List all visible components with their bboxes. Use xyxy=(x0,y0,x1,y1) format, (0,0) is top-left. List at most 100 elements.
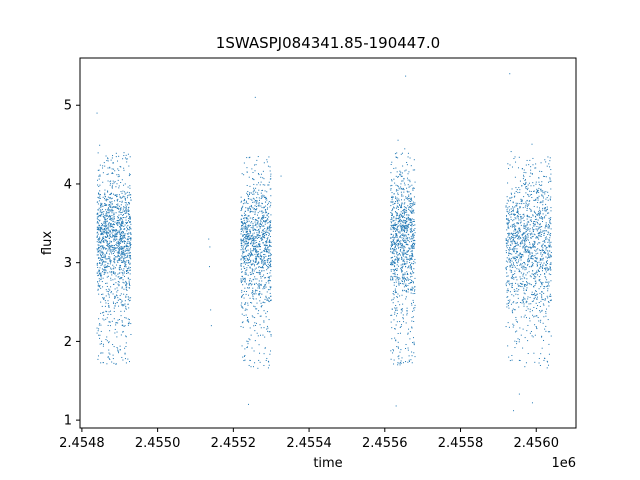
data-point xyxy=(113,223,115,225)
data-point xyxy=(397,257,399,259)
data-point xyxy=(537,190,539,192)
data-point xyxy=(100,230,102,232)
data-point xyxy=(516,262,518,264)
data-point xyxy=(268,319,270,321)
data-point xyxy=(110,202,112,204)
data-point xyxy=(527,220,529,222)
data-point xyxy=(394,313,396,315)
data-point xyxy=(402,303,404,305)
data-point xyxy=(105,221,107,223)
data-point xyxy=(97,233,99,235)
data-point xyxy=(106,276,108,278)
data-point xyxy=(410,165,412,167)
data-point xyxy=(244,263,246,265)
data-point xyxy=(405,322,407,324)
data-point xyxy=(520,200,522,202)
data-point xyxy=(102,241,104,243)
data-point xyxy=(509,246,511,248)
data-point xyxy=(401,251,403,253)
data-point xyxy=(250,254,252,256)
data-point xyxy=(402,224,404,226)
data-point xyxy=(269,245,271,247)
data-point xyxy=(110,183,112,185)
data-point xyxy=(116,230,118,232)
data-point xyxy=(533,297,535,299)
data-point xyxy=(122,223,124,225)
data-point xyxy=(99,175,101,177)
data-point xyxy=(540,226,542,228)
data-point xyxy=(118,242,120,244)
data-point xyxy=(526,159,528,161)
data-point xyxy=(256,249,258,251)
data-point xyxy=(399,364,401,366)
data-point xyxy=(257,173,259,175)
data-point xyxy=(409,179,411,181)
data-point xyxy=(538,187,540,189)
data-point xyxy=(401,188,403,190)
data-point xyxy=(541,295,543,297)
data-point xyxy=(406,239,408,241)
data-point xyxy=(532,164,534,166)
data-point xyxy=(107,190,109,192)
data-point xyxy=(516,216,518,218)
data-point xyxy=(533,316,535,318)
data-point xyxy=(126,242,128,244)
data-point xyxy=(408,171,410,173)
data-point xyxy=(122,359,124,361)
data-point xyxy=(99,204,101,206)
data-point xyxy=(244,234,246,236)
data-point xyxy=(390,205,392,207)
data-point xyxy=(545,315,547,317)
data-point xyxy=(109,217,111,219)
data-point xyxy=(401,256,403,258)
data-point xyxy=(242,203,244,205)
data-point xyxy=(406,310,408,312)
data-point xyxy=(537,213,539,215)
data-point xyxy=(509,260,511,262)
data-point xyxy=(414,307,416,309)
data-point xyxy=(523,225,525,227)
data-point xyxy=(114,332,116,334)
data-point xyxy=(269,170,271,172)
data-point xyxy=(267,184,269,186)
data-point xyxy=(243,258,245,260)
data-point xyxy=(538,233,540,235)
data-point xyxy=(127,228,129,230)
data-point xyxy=(263,310,265,312)
data-point xyxy=(106,200,108,202)
data-point xyxy=(395,212,397,214)
data-point xyxy=(521,201,523,203)
data-point xyxy=(512,234,514,236)
data-point xyxy=(535,290,537,292)
data-point xyxy=(121,246,123,248)
data-point xyxy=(128,269,130,271)
data-point xyxy=(101,239,103,241)
data-point xyxy=(392,276,394,278)
data-point xyxy=(118,169,120,171)
data-point xyxy=(541,347,543,349)
data-point xyxy=(98,247,100,249)
data-point xyxy=(524,246,526,248)
data-point xyxy=(523,223,525,225)
data-point xyxy=(541,283,543,285)
data-point xyxy=(550,255,552,257)
data-point xyxy=(243,314,245,316)
data-point xyxy=(248,287,250,289)
data-point xyxy=(507,280,509,282)
data-point xyxy=(506,217,508,219)
data-point xyxy=(252,294,254,296)
data-point xyxy=(260,223,262,225)
data-point xyxy=(543,339,545,341)
data-point xyxy=(124,212,126,214)
data-point xyxy=(263,217,265,219)
data-point xyxy=(511,354,513,356)
data-point xyxy=(259,241,261,243)
data-point xyxy=(534,219,536,221)
data-point xyxy=(544,245,546,247)
data-point xyxy=(129,174,131,176)
data-point xyxy=(545,264,547,266)
data-point xyxy=(257,233,259,235)
data-point xyxy=(525,249,527,251)
data-point xyxy=(517,297,519,299)
data-point xyxy=(525,231,527,233)
